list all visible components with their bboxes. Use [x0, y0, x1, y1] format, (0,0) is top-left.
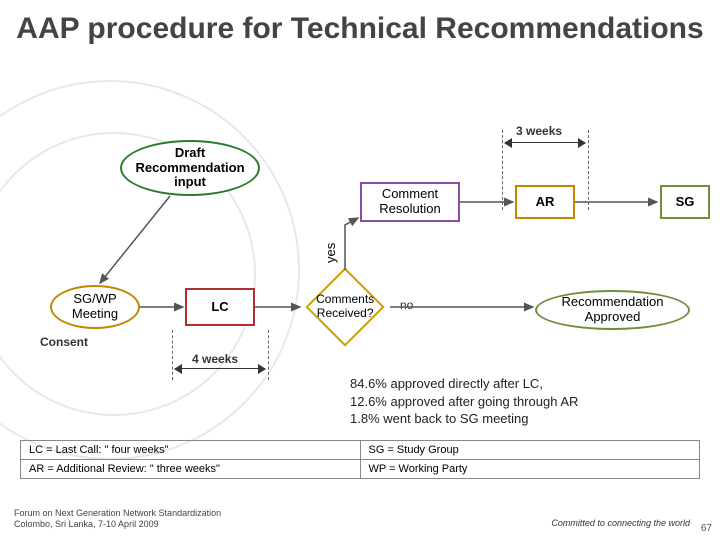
node-sg: SG — [660, 185, 710, 219]
footer-line2: Colombo, Sri Lanka, 7-10 April 2009 — [14, 519, 221, 530]
node-comments-label: Comments Received? — [316, 293, 374, 321]
footer-left: Forum on Next Generation Network Standar… — [14, 508, 221, 530]
brace-4w — [175, 368, 265, 369]
dash-3w-left — [502, 130, 503, 210]
label-yes: yes — [323, 243, 338, 263]
legend-lc: LC = Last Call: " four weeks" — [21, 441, 361, 460]
stat-line-2: 12.6% approved after going through AR — [350, 393, 578, 411]
footer-commit: Committed to connecting the world — [551, 518, 690, 528]
label-3-weeks: 3 weeks — [516, 124, 562, 138]
node-comment-resolution: Comment Resolution — [360, 182, 460, 222]
legend-table: LC = Last Call: " four weeks" SG = Study… — [20, 440, 700, 479]
label-4-weeks: 4 weeks — [192, 352, 238, 366]
node-comments-received: Comments Received? — [305, 277, 385, 337]
legend-sg: SG = Study Group — [360, 441, 700, 460]
stat-line-3: 1.8% went back to SG meeting — [350, 410, 578, 428]
node-draft-input: Draft Recommendation input — [120, 140, 260, 196]
label-no: no — [400, 298, 413, 312]
node-sgwp-meeting: SG/WP Meeting — [50, 285, 140, 329]
page-title: AAP procedure for Technical Recommendati… — [0, 0, 720, 46]
legend-ar: AR = Additional Review: " three weeks" — [21, 460, 361, 479]
flowchart-stage: 3 weeks 4 weeks Draft Recommendation inp… — [0, 100, 720, 440]
brace-3w — [505, 142, 585, 143]
node-recommendation-approved: Recommendation Approved — [535, 290, 690, 330]
stat-line-1: 84.6% approved directly after LC, — [350, 375, 578, 393]
footer-line1: Forum on Next Generation Network Standar… — [14, 508, 221, 519]
dash-4w-right — [268, 330, 269, 380]
node-lc: LC — [185, 288, 255, 326]
slide-number: 67 — [701, 523, 712, 534]
label-consent: Consent — [40, 335, 88, 349]
node-ar: AR — [515, 185, 575, 219]
stats-block: 84.6% approved directly after LC, 12.6% … — [350, 375, 578, 428]
dash-4w-left — [172, 330, 173, 380]
dash-3w-right — [588, 130, 589, 210]
legend-wp: WP = Working Party — [360, 460, 700, 479]
